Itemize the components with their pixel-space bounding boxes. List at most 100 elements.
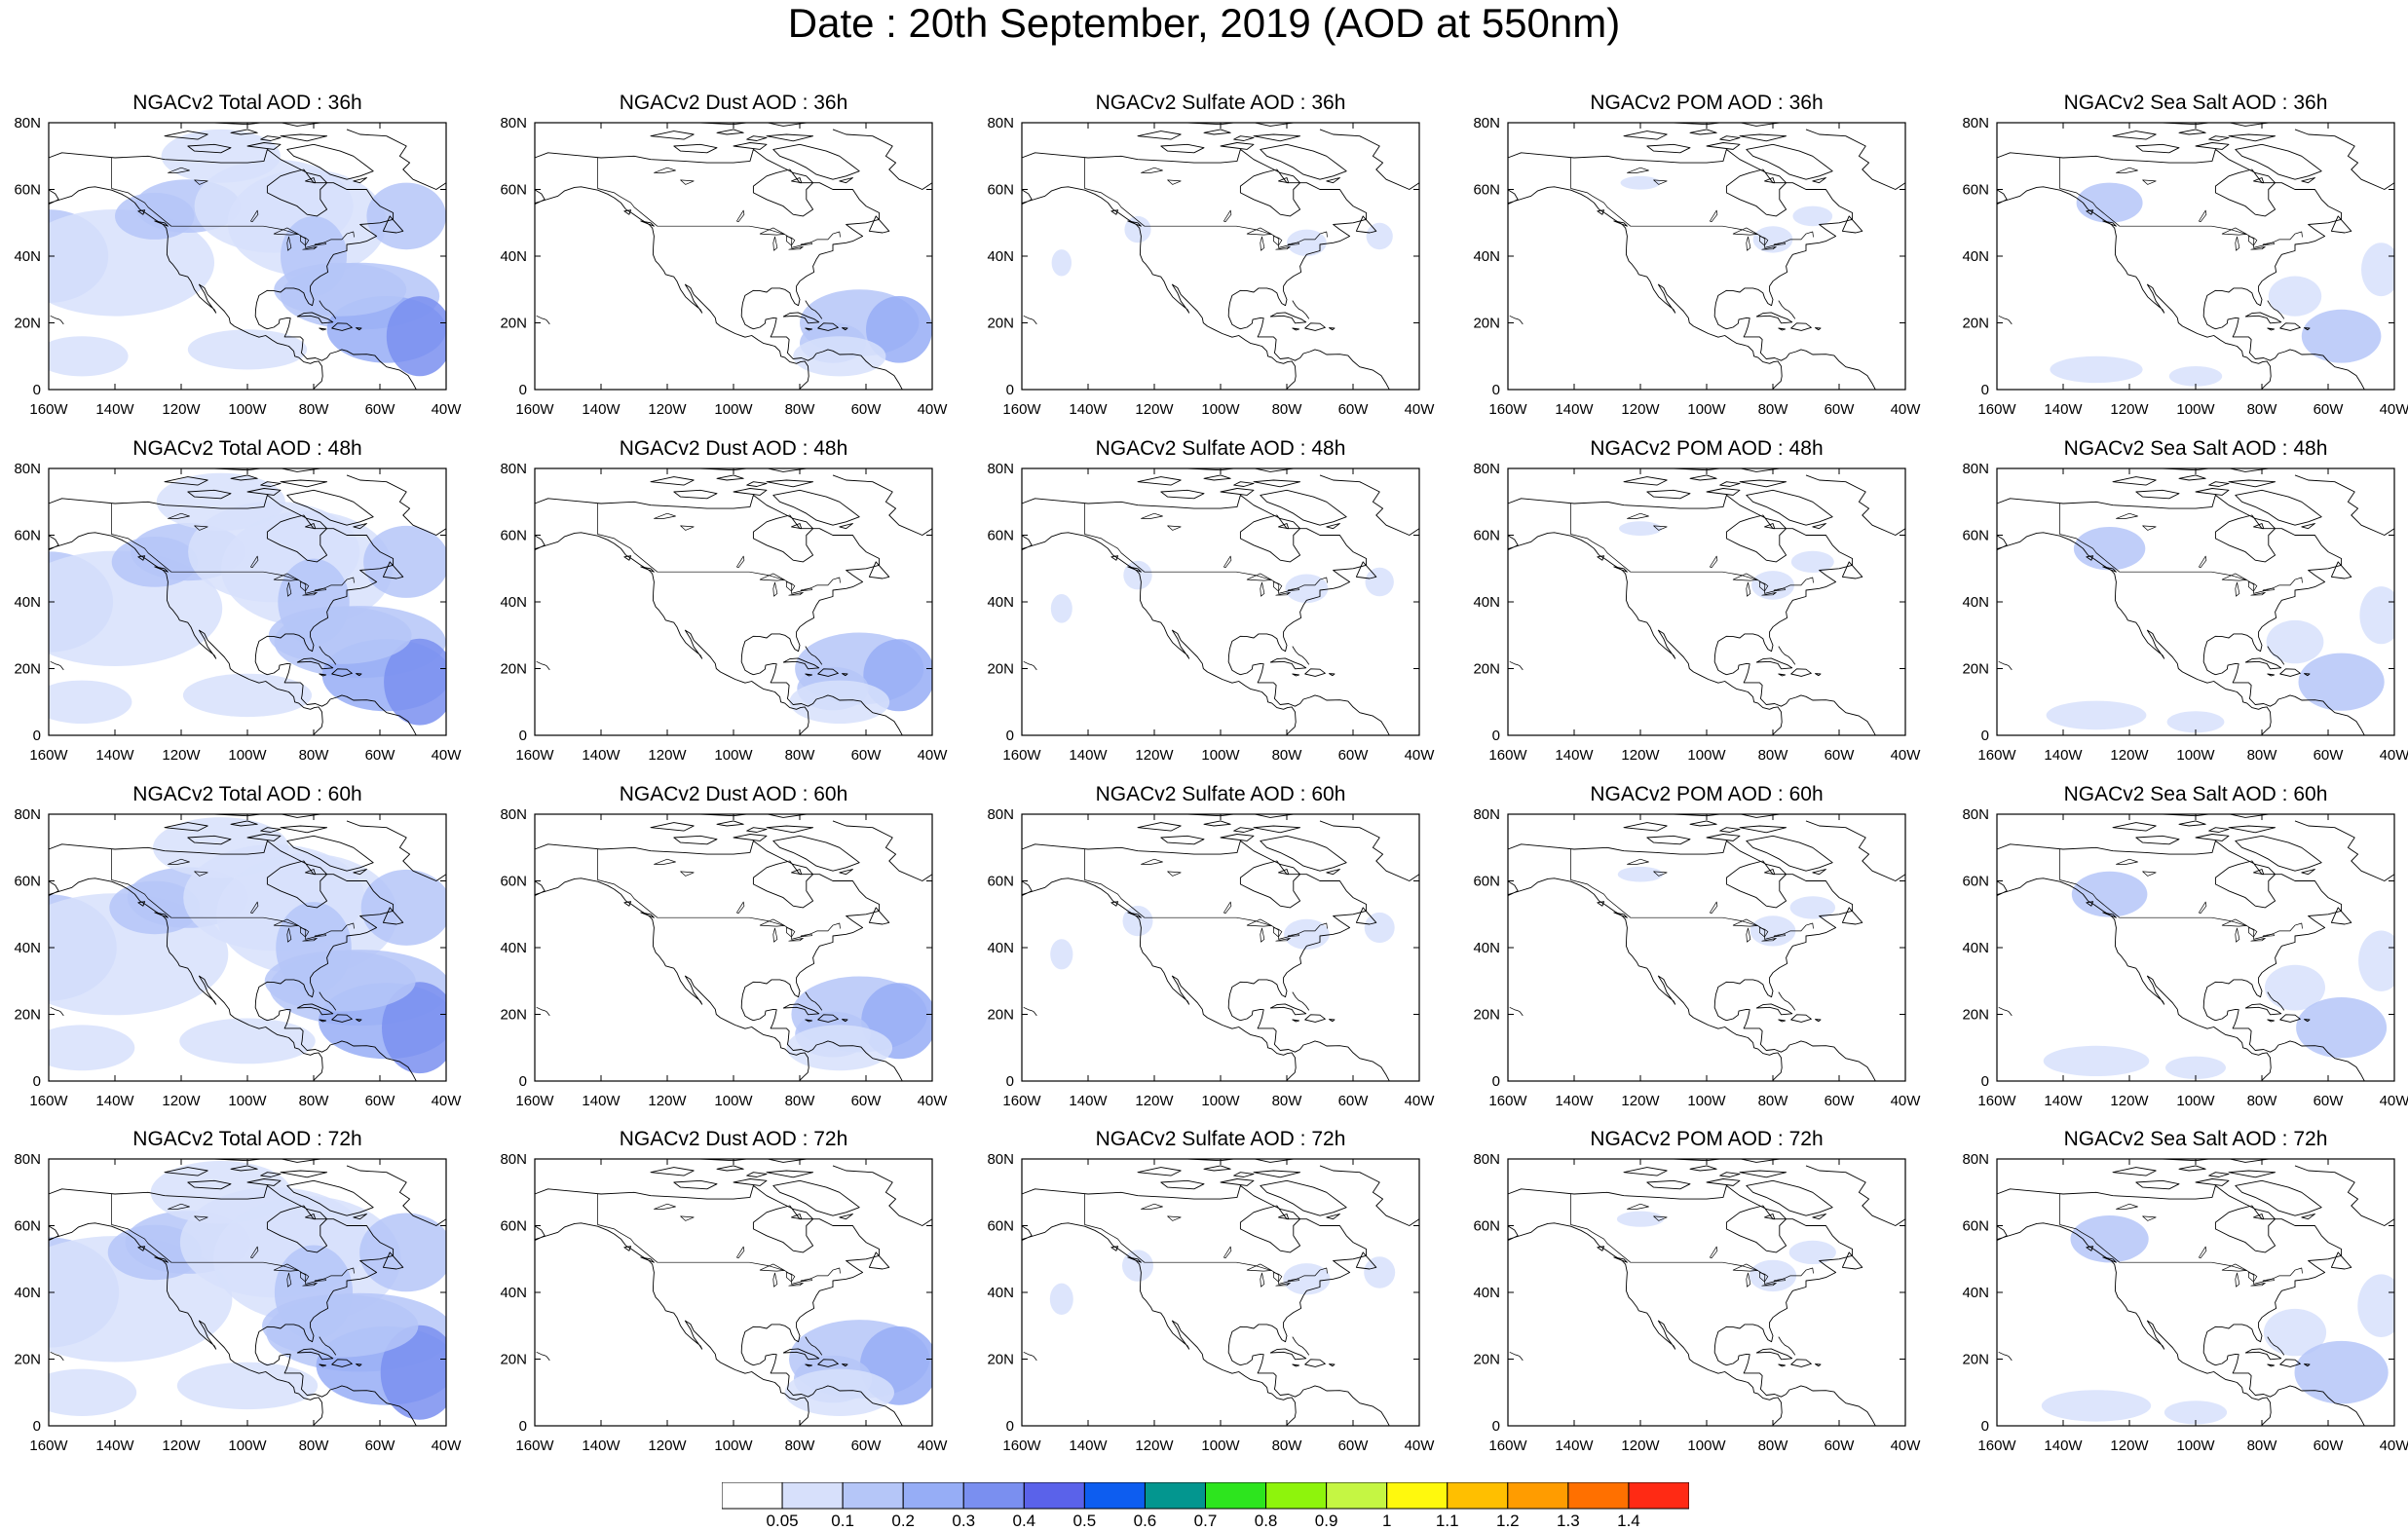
lat-tick-label: 20N xyxy=(14,1007,41,1024)
island-outline xyxy=(286,489,374,526)
national-border xyxy=(1570,157,1814,248)
lake-outline xyxy=(1627,512,1649,519)
aod-map: 160W 140W 120W 100W 80W 60W 40W 0 20N 40N 60N 80N xyxy=(987,115,1435,418)
lake-outline xyxy=(1759,236,1769,246)
island-outline xyxy=(2195,1178,2230,1186)
lat-tick-label: 60N xyxy=(987,874,1014,890)
lake-outline xyxy=(2199,209,2207,223)
lake-outline xyxy=(250,901,259,915)
lon-tick-label: 160W xyxy=(1977,1438,2016,1454)
lake-outline xyxy=(1710,1246,1718,1259)
lake-outline xyxy=(2248,236,2258,246)
lat-tick-label: 20N xyxy=(1473,661,1500,678)
island-outline xyxy=(1260,1179,1347,1216)
island-outline xyxy=(1764,869,1776,876)
island-outline xyxy=(1706,142,1741,150)
aod-shading xyxy=(2359,586,2394,645)
lon-tick-label: 140W xyxy=(1555,1093,1594,1109)
island-outline xyxy=(154,1256,169,1263)
island-outline xyxy=(2086,1246,2094,1251)
lon-tick-label: 100W xyxy=(714,1093,753,1109)
lake-outline xyxy=(680,179,695,185)
coastline xyxy=(1022,1222,1297,1426)
lake-outline xyxy=(1732,1263,1758,1272)
island-outline xyxy=(1220,834,1255,841)
lake-outline xyxy=(654,858,676,865)
island-outline xyxy=(1269,1348,1307,1361)
aod-shading xyxy=(2296,997,2388,1059)
lat-tick-label: 0 xyxy=(1981,1073,1989,1090)
lake-outline xyxy=(300,1272,310,1283)
island-outline xyxy=(1689,1165,1717,1172)
colorbar-level-label: 0.05 xyxy=(766,1512,799,1530)
lon-tick-label: 160W xyxy=(515,1093,554,1109)
colorbar-box xyxy=(1023,1482,1085,1510)
lake-outline xyxy=(194,871,208,877)
lon-tick-label: 40W xyxy=(1405,747,1436,764)
island-outline xyxy=(50,315,64,325)
island-outline xyxy=(1127,1256,1142,1263)
lake-outline xyxy=(2235,1272,2240,1288)
aod-shading xyxy=(1620,175,1661,190)
aod-map: 160W 140W 120W 100W 80W 60W 40W 0 20N 40N 60N 80N xyxy=(14,806,462,1109)
panel-title: NGACv2 Total AOD : 36h xyxy=(132,92,362,114)
island-outline xyxy=(1292,646,1310,665)
island-outline xyxy=(699,123,810,127)
island-outline xyxy=(1329,1363,1336,1367)
aod-shading xyxy=(1049,1283,1073,1315)
island-outline xyxy=(2301,523,2315,530)
lat-tick-label: 40N xyxy=(500,594,527,611)
island-outline xyxy=(1292,300,1310,319)
lake-outline xyxy=(2116,512,2138,519)
lat-tick-label: 80N xyxy=(1473,806,1500,823)
lon-tick-label: 120W xyxy=(162,747,201,764)
island-outline xyxy=(1233,827,1255,833)
island-outline xyxy=(260,481,282,487)
lon-tick-label: 120W xyxy=(648,747,687,764)
lat-tick-label: 0 xyxy=(1492,1418,1500,1435)
island-outline xyxy=(2330,561,2352,579)
lon-tick-label: 80W xyxy=(1758,747,1789,764)
lat-tick-label: 0 xyxy=(33,382,41,398)
coastline xyxy=(1997,186,2272,390)
island-outline xyxy=(1623,131,1668,140)
lon-tick-label: 60W xyxy=(851,1438,883,1454)
island-outline xyxy=(746,481,768,487)
coastline xyxy=(535,1222,809,1426)
island-outline xyxy=(154,566,169,573)
coastline xyxy=(1508,148,1876,390)
aod-shading xyxy=(1749,1259,1797,1292)
lat-tick-label: 0 xyxy=(33,728,41,744)
lon-tick-label: 80W xyxy=(785,1438,816,1454)
lon-tick-label: 120W xyxy=(162,1438,201,1454)
lon-tick-label: 120W xyxy=(1135,747,1174,764)
lake-outline xyxy=(1746,1272,1751,1288)
lat-tick-label: 40N xyxy=(14,1285,41,1301)
lat-tick-label: 20N xyxy=(500,1352,527,1368)
lake-outline xyxy=(2221,1263,2247,1272)
panel-title: NGACv2 Sulfate AOD : 48h xyxy=(1095,437,1346,460)
colorbar-level-label: 0.5 xyxy=(1072,1512,1097,1530)
island-outline xyxy=(640,566,655,573)
island-outline xyxy=(296,1348,334,1361)
aod-shading xyxy=(366,182,446,250)
island-outline xyxy=(1355,215,1377,234)
island-outline xyxy=(286,143,374,180)
island-outline xyxy=(2208,481,2230,487)
lon-tick-label: 100W xyxy=(1687,401,1726,418)
island-outline xyxy=(50,1351,64,1362)
aod-map: 160W 140W 120W 100W 80W 60W 40W 0 20N 40N 60N 80N xyxy=(1473,806,1921,1109)
lat-tick-label: 40N xyxy=(1962,248,1989,265)
island-outline xyxy=(2304,1019,2311,1023)
coastline xyxy=(1997,840,2365,1081)
island-outline xyxy=(1778,300,1796,319)
island-outline xyxy=(1613,566,1628,573)
island-outline xyxy=(791,869,803,876)
lat-tick-label: 20N xyxy=(987,661,1014,678)
lat-tick-label: 80N xyxy=(987,1151,1014,1168)
lon-tick-label: 100W xyxy=(714,747,753,764)
lon-tick-label: 100W xyxy=(228,1093,267,1109)
island-outline xyxy=(137,1246,146,1251)
lon-tick-label: 40W xyxy=(1405,1093,1436,1109)
lon-tick-label: 160W xyxy=(1977,401,2016,418)
